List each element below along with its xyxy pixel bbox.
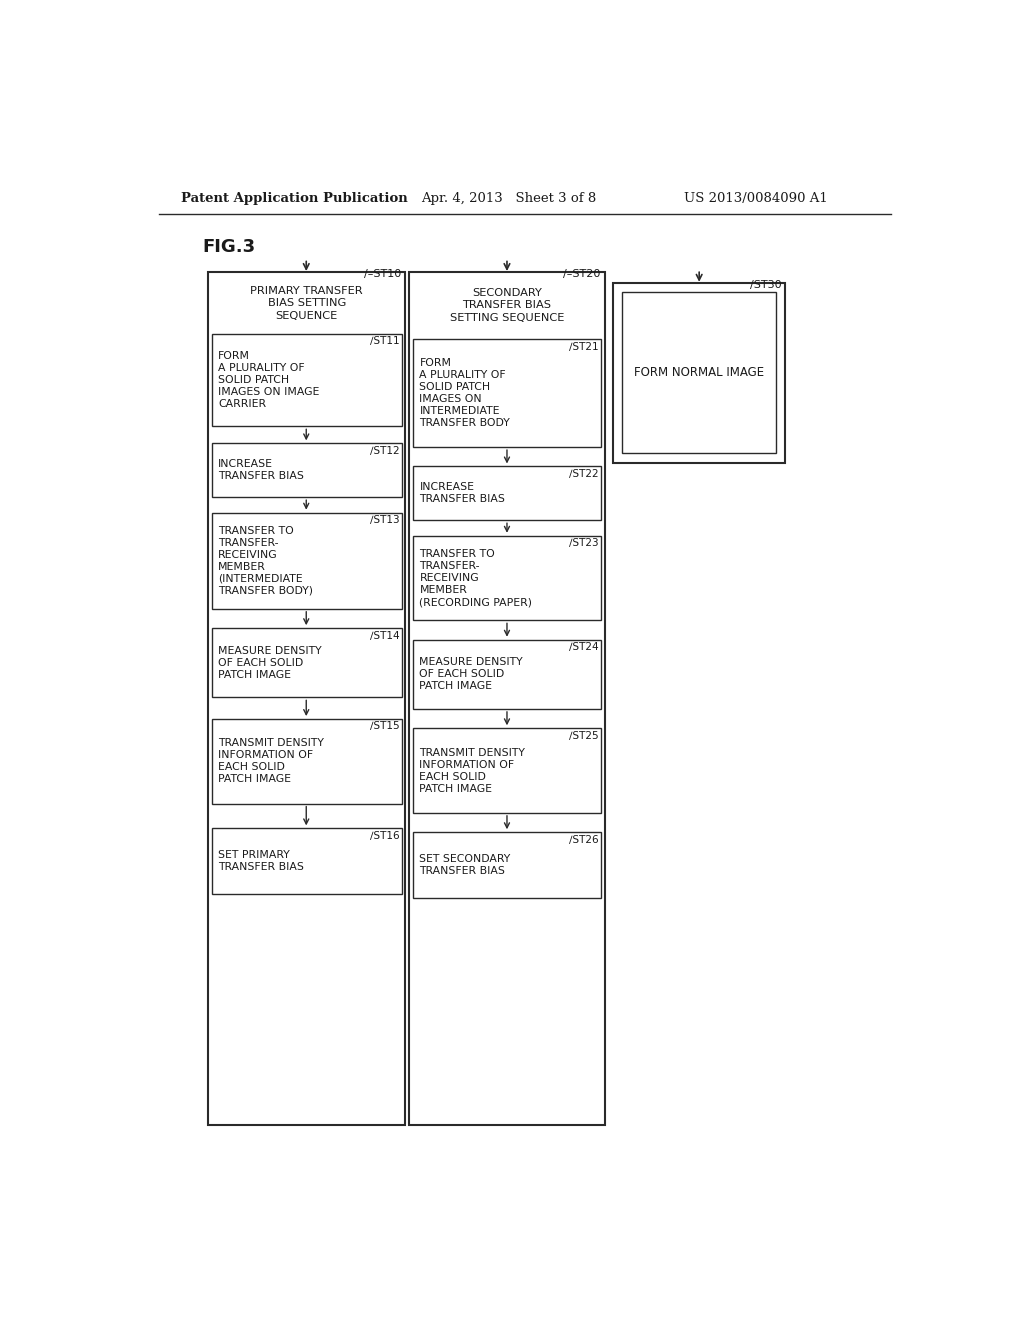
Bar bbox=[212, 829, 401, 894]
Text: FORM NORMAL IMAGE: FORM NORMAL IMAGE bbox=[634, 366, 764, 379]
Text: ∕ST23: ∕ST23 bbox=[568, 537, 598, 548]
Text: Apr. 4, 2013   Sheet 3 of 8: Apr. 4, 2013 Sheet 3 of 8 bbox=[421, 191, 596, 205]
Text: SECONDARY
TRANSFER BIAS
SETTING SEQUENCE: SECONDARY TRANSFER BIAS SETTING SEQUENCE bbox=[450, 288, 564, 323]
Text: ∕ST30: ∕ST30 bbox=[750, 280, 781, 290]
Text: FORM
A PLURALITY OF
SOLID PATCH
IMAGES ON IMAGE
CARRIER: FORM A PLURALITY OF SOLID PATCH IMAGES O… bbox=[218, 351, 319, 409]
Text: ∕ST25: ∕ST25 bbox=[568, 730, 598, 739]
Text: ∕–ST10: ∕–ST10 bbox=[365, 269, 401, 280]
Text: Patent Application Publication: Patent Application Publication bbox=[180, 191, 408, 205]
Text: ∕ST13: ∕ST13 bbox=[370, 515, 399, 524]
Text: TRANSMIT DENSITY
INFORMATION OF
EACH SOLID
PATCH IMAGE: TRANSMIT DENSITY INFORMATION OF EACH SOL… bbox=[218, 738, 324, 784]
Text: ∕ST14: ∕ST14 bbox=[370, 630, 399, 640]
Text: ∕ST11: ∕ST11 bbox=[370, 335, 399, 346]
Text: TRANSFER TO
TRANSFER-
RECEIVING
MEMBER
(INTERMEDIATE
TRANSFER BODY): TRANSFER TO TRANSFER- RECEIVING MEMBER (… bbox=[218, 525, 313, 595]
Text: ∕ST16: ∕ST16 bbox=[370, 830, 399, 840]
Text: SET SECONDARY
TRANSFER BIAS: SET SECONDARY TRANSFER BIAS bbox=[420, 854, 511, 876]
Text: TRANSMIT DENSITY
INFORMATION OF
EACH SOLID
PATCH IMAGE: TRANSMIT DENSITY INFORMATION OF EACH SOL… bbox=[420, 747, 525, 793]
Bar bbox=[414, 832, 601, 898]
Text: ∕ST12: ∕ST12 bbox=[370, 445, 399, 455]
Bar bbox=[414, 339, 601, 447]
Text: ∕ST21: ∕ST21 bbox=[568, 341, 598, 351]
Text: ∕ST24: ∕ST24 bbox=[568, 642, 598, 651]
Text: ∕ST22: ∕ST22 bbox=[568, 469, 598, 478]
Text: FORM
A PLURALITY OF
SOLID PATCH
IMAGES ON
INTERMEDIATE
TRANSFER BODY: FORM A PLURALITY OF SOLID PATCH IMAGES O… bbox=[420, 358, 510, 428]
Text: MEASURE DENSITY
OF EACH SOLID
PATCH IMAGE: MEASURE DENSITY OF EACH SOLID PATCH IMAG… bbox=[218, 645, 322, 680]
Bar bbox=[410, 272, 604, 1125]
Text: ∕ST26: ∕ST26 bbox=[568, 834, 598, 843]
Bar bbox=[414, 729, 601, 813]
Text: INCREASE
TRANSFER BIAS: INCREASE TRANSFER BIAS bbox=[420, 482, 505, 504]
Bar bbox=[623, 293, 776, 453]
Bar bbox=[212, 628, 401, 697]
Text: US 2013/0084090 A1: US 2013/0084090 A1 bbox=[684, 191, 828, 205]
Bar bbox=[212, 512, 401, 609]
Bar bbox=[212, 334, 401, 426]
Bar bbox=[414, 640, 601, 709]
Text: SET PRIMARY
TRANSFER BIAS: SET PRIMARY TRANSFER BIAS bbox=[218, 850, 304, 873]
Bar bbox=[414, 466, 601, 520]
Text: TRANSFER TO
TRANSFER-
RECEIVING
MEMBER
(RECORDING PAPER): TRANSFER TO TRANSFER- RECEIVING MEMBER (… bbox=[420, 549, 532, 607]
Text: INCREASE
TRANSFER BIAS: INCREASE TRANSFER BIAS bbox=[218, 459, 304, 482]
Bar bbox=[613, 284, 785, 462]
Text: ∕ST15: ∕ST15 bbox=[370, 721, 399, 730]
Bar bbox=[208, 272, 406, 1125]
Text: FIG.3: FIG.3 bbox=[203, 238, 256, 256]
Bar bbox=[212, 719, 401, 804]
Text: MEASURE DENSITY
OF EACH SOLID
PATCH IMAGE: MEASURE DENSITY OF EACH SOLID PATCH IMAG… bbox=[420, 657, 523, 692]
Text: ∕–ST20: ∕–ST20 bbox=[563, 269, 601, 280]
Text: PRIMARY TRANSFER
BIAS SETTING
SEQUENCE: PRIMARY TRANSFER BIAS SETTING SEQUENCE bbox=[250, 285, 362, 321]
Bar bbox=[212, 444, 401, 498]
Bar bbox=[414, 536, 601, 620]
